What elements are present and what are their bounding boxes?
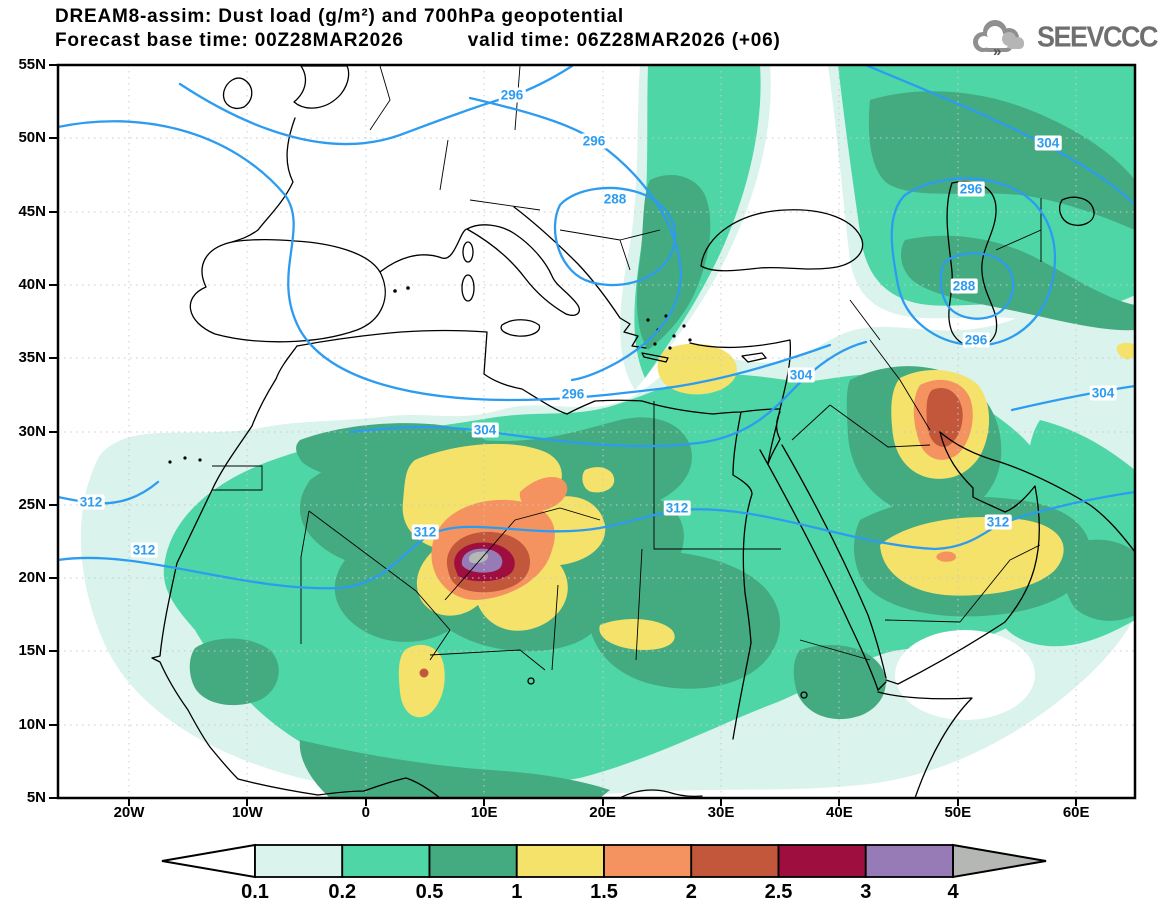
axis-tick <box>1075 798 1077 806</box>
axis-tick <box>49 724 58 726</box>
lon-tick-label: 10W <box>215 804 279 821</box>
lat-tick-label: 50N <box>6 129 46 146</box>
axis-tick <box>838 798 840 806</box>
lon-tick-label: 0 <box>334 804 398 821</box>
lon-tick-label: 50E <box>926 804 990 821</box>
colorbar-segment <box>517 845 604 877</box>
axis-tick <box>602 798 604 806</box>
contour-label: 312 <box>412 525 439 540</box>
contour-label: 304 <box>472 423 499 438</box>
colorbar-segment <box>604 845 691 877</box>
lat-tick-label: 10N <box>6 716 46 733</box>
axis-tick <box>128 798 130 806</box>
colorbar-segment <box>779 845 866 877</box>
colorbar-tick-label: 0.2 <box>328 881 356 904</box>
axis-tick <box>483 798 485 806</box>
colorbar-segment <box>691 845 778 877</box>
lon-tick-label: 20W <box>97 804 161 821</box>
axis-tick <box>246 798 248 806</box>
axis-tick <box>49 504 58 506</box>
contour-label: 312 <box>131 543 158 558</box>
colorbar-tick-label: 1 <box>511 881 522 904</box>
contour-label: 304 <box>1090 386 1117 401</box>
axis-tick <box>365 798 367 806</box>
colorbar-segment <box>255 845 342 877</box>
lon-tick-label: 60E <box>1044 804 1108 821</box>
colorbar-over-arrow <box>953 845 1046 877</box>
colorbar-tick-label: 4 <box>947 881 958 904</box>
axis-tick <box>49 357 58 359</box>
dust-forecast-plot: DREAM8-assim: Dust load (g/m²) and 700hP… <box>0 0 1165 907</box>
colorbar-tick-label: 0.1 <box>241 881 269 904</box>
axis-tick <box>49 650 58 652</box>
lon-tick-label: 20E <box>571 804 635 821</box>
lat-tick-label: 30N <box>6 423 46 440</box>
contour-label: 312 <box>985 515 1012 530</box>
contour-label: 296 <box>958 182 985 197</box>
colorbar-segment <box>866 845 953 877</box>
contour-label: 296 <box>963 333 990 348</box>
contour-label: 288 <box>951 279 978 294</box>
contour-label: 304 <box>788 368 815 383</box>
lon-tick-label: 30E <box>689 804 753 821</box>
colorbar-tick-label: 2.5 <box>765 881 793 904</box>
contour-label: 288 <box>602 192 629 207</box>
contour-label: 312 <box>78 495 105 510</box>
lon-tick-label: 10E <box>452 804 516 821</box>
colorbar-segment <box>342 845 429 877</box>
lon-tick-label: 40E <box>807 804 871 821</box>
axis-tick <box>720 798 722 806</box>
axis-tick <box>49 577 58 579</box>
contour-label: 304 <box>1035 136 1062 151</box>
axis-tick <box>49 431 58 433</box>
colorbar-under-arrow <box>162 845 255 877</box>
lat-tick-label: 35N <box>6 349 46 366</box>
axis-tick <box>49 284 58 286</box>
contour-label: 296 <box>560 387 587 402</box>
lat-tick-label: 5N <box>6 789 46 806</box>
colorbar <box>162 845 1046 877</box>
contour-label: 312 <box>664 501 691 516</box>
colorbar-tick-label: 0.5 <box>416 881 444 904</box>
colorbar-tick-label: 3 <box>860 881 871 904</box>
lat-tick-label: 20N <box>6 569 46 586</box>
axis-tick <box>49 64 58 66</box>
axis-tick <box>49 211 58 213</box>
contour-label: 296 <box>499 88 526 103</box>
colorbar-segment <box>430 845 517 877</box>
colorbar-tick-label: 1.5 <box>590 881 618 904</box>
colorbar-tick-label: 2 <box>686 881 697 904</box>
axis-tick <box>957 798 959 806</box>
contour-label: 296 <box>581 134 608 149</box>
axis-tick <box>49 797 58 799</box>
lat-tick-label: 15N <box>6 642 46 659</box>
lat-tick-label: 45N <box>6 203 46 220</box>
axis-tick <box>49 137 58 139</box>
lat-tick-label: 40N <box>6 276 46 293</box>
lat-tick-label: 55N <box>6 56 46 73</box>
lat-tick-label: 25N <box>6 496 46 513</box>
